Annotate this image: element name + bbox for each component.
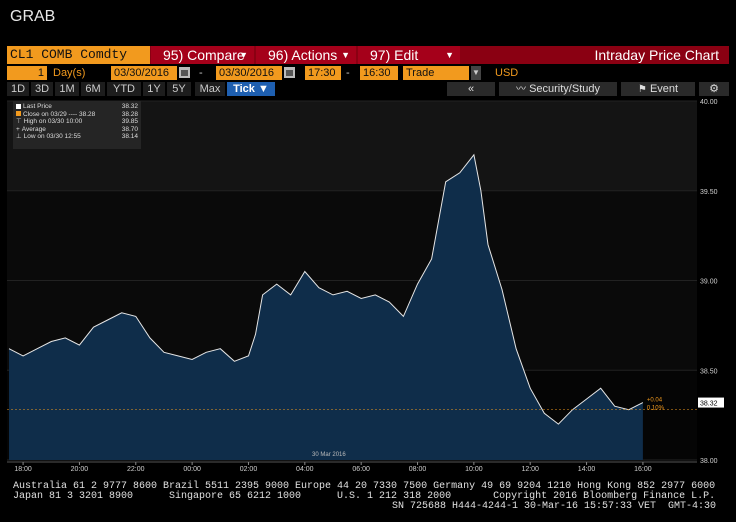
legend-value: 38.28 xyxy=(121,110,138,118)
legend-label: Close on 03/29 ---- 38.28 xyxy=(23,110,96,118)
legend-swatch xyxy=(16,103,21,109)
range-1m-button[interactable]: 1M xyxy=(55,82,79,96)
time-separator: - xyxy=(346,67,350,79)
compare-button[interactable]: 95) Compare ▼ xyxy=(151,46,254,64)
y-tick-label: 39.00 xyxy=(700,279,718,286)
legend-value: 38.14 xyxy=(121,133,138,140)
flag-icon: ⚑ xyxy=(637,84,647,95)
ticker-input[interactable]: CL1 COMB Comdty xyxy=(7,46,150,64)
y-tick-label: 40.00 xyxy=(700,99,718,106)
command-bar: CL1 COMB Comdty 95) Compare ▼ 96) Action… xyxy=(7,46,729,64)
collapse-button[interactable]: « xyxy=(447,82,495,96)
event-button[interactable]: ⚑ Event xyxy=(621,82,695,96)
price-chart-svg: 38.00 38.50 39.00 39.50 40.00 38.32 +0.04 0.10%… xyxy=(7,99,724,473)
range-3d-button[interactable]: 3D xyxy=(31,82,53,96)
edit-button[interactable]: 97) Edit ▼ xyxy=(358,46,460,64)
y-tick-label: 39.50 xyxy=(700,189,718,196)
footer: Australia 61 2 9777 8600 Brazil 5511 239… xyxy=(13,482,716,512)
legend-label: Last Price xyxy=(23,103,52,110)
legend-label: Low on 03/30 12:55 xyxy=(23,133,81,140)
x-tick-label: 00:00 xyxy=(183,466,201,473)
last-price-tag xyxy=(698,397,724,408)
gear-icon: ⚙ xyxy=(709,83,719,95)
x-tick-label: 18:00 xyxy=(14,466,32,473)
edit-label: 97) Edit xyxy=(370,47,419,63)
change-label: +0.04 xyxy=(647,398,663,404)
legend-swatch xyxy=(16,111,21,117)
security-study-label: Security/Study xyxy=(529,83,600,95)
y-tick-label: 38.00 xyxy=(700,458,718,465)
legend-label: Average xyxy=(21,125,46,133)
legend-item: ⊤ High on 03/30 10:00 39.85 xyxy=(16,118,138,126)
chevron-down-icon: ▼ xyxy=(341,50,350,60)
actions-label: 96) Actions xyxy=(268,47,338,63)
calendar-icon[interactable] xyxy=(179,67,190,78)
chevron-down-icon: ▼ xyxy=(445,50,454,60)
range-5y-button[interactable]: 5Y xyxy=(167,82,191,96)
x-tick-label: 06:00 xyxy=(352,466,370,473)
price-line xyxy=(8,153,644,425)
x-tick-label: 14:00 xyxy=(578,466,596,473)
range-ytd-button[interactable]: YTD xyxy=(107,82,141,96)
period-value-input[interactable]: 1 xyxy=(7,66,47,80)
range-max-button[interactable]: Max xyxy=(195,82,225,96)
legend-value: 38.70 xyxy=(121,125,138,133)
change-percent-label: 0.10% xyxy=(647,406,665,412)
average-icon: + xyxy=(16,125,20,133)
calendar-icon[interactable] xyxy=(284,67,295,78)
start-date-input[interactable]: 03/30/2016 xyxy=(111,66,177,80)
range-1d-button[interactable]: 1D xyxy=(7,82,29,96)
x-tick-label: 02:00 xyxy=(240,466,258,473)
x-tick-label: 10:00 xyxy=(465,466,483,473)
compare-label: 95) Compare xyxy=(163,47,245,63)
range-row: 1D 3D 1M 6M YTD 1Y 5Y Max Tick ▼ « 〰 Sec… xyxy=(7,82,729,96)
grab-label: GRAB xyxy=(10,8,56,25)
x-tick-label: 04:00 xyxy=(296,466,314,473)
security-study-button[interactable]: 〰 Security/Study xyxy=(499,82,617,96)
start-time-input[interactable]: 17:30 xyxy=(305,66,341,80)
x-tick-label: 16:00 xyxy=(634,466,652,473)
period-unit-label[interactable]: Day(s) xyxy=(53,67,86,79)
price-area xyxy=(9,154,643,461)
footer-session-line: SN 725688 H444-4244-1 30-Mar-16 15:57:33… xyxy=(392,501,717,512)
legend-item: Last Price 38.32 xyxy=(16,103,138,111)
last-price-label: 38.32 xyxy=(700,401,718,408)
actions-button[interactable]: 96) Actions ▼ xyxy=(256,46,356,64)
chart-line-icon: 〰 xyxy=(516,84,526,95)
end-date-input[interactable]: 03/30/2016 xyxy=(216,66,282,80)
chevron-down-icon: ▼ xyxy=(239,50,248,60)
currency-label[interactable]: USD xyxy=(495,67,519,79)
range-6m-button[interactable]: 6M xyxy=(81,82,105,96)
x-tick-label: 22:00 xyxy=(127,466,145,473)
x-tick-label: 20:00 xyxy=(71,466,89,473)
x-tick-label: 08:00 xyxy=(409,466,427,473)
chevron-down-icon[interactable]: ▼ xyxy=(471,66,481,80)
legend-label: High on 03/30 10:00 xyxy=(23,118,83,125)
legend-value: 38.32 xyxy=(121,103,138,110)
event-label: Event xyxy=(649,83,679,95)
range-1y-button[interactable]: 1Y xyxy=(143,82,165,96)
low-icon: ⊥ xyxy=(16,133,22,140)
high-icon: ⊤ xyxy=(16,118,22,125)
double-chevron-left-icon: « xyxy=(467,83,475,95)
legend-value: 39.85 xyxy=(121,118,138,125)
footer-contacts-line: Australia 61 2 9777 8600 Brazil 5511 239… xyxy=(13,481,716,492)
x-axis-date-label: 30 Mar 2016 xyxy=(312,452,346,458)
legend-item: ⊥ Low on 03/30 12:55 38.14 xyxy=(16,133,138,141)
x-tick-label: 12:00 xyxy=(521,466,539,473)
settings-button[interactable]: ⚙ xyxy=(699,82,729,96)
chart-legend: Last Price 38.32 Close on 03/29 ---- 38.… xyxy=(13,101,141,149)
tick-button[interactable]: Tick ▼ xyxy=(227,82,275,96)
data-type-select[interactable]: Trade xyxy=(403,66,469,80)
price-chart[interactable]: 38.00 38.50 39.00 39.50 40.00 38.32 +0.04 0.10%… xyxy=(7,97,729,479)
date-separator: - xyxy=(199,67,203,79)
y-tick-label: 38.50 xyxy=(700,368,718,375)
end-time-input[interactable]: 16:30 xyxy=(360,66,398,80)
legend-item: Close on 03/29 ---- 38.28 38.28 xyxy=(16,111,138,119)
footer-contacts-line: Japan 81 3 3201 8900 Singapore 65 6212 1… xyxy=(13,491,716,502)
chart-title: Intraday Price Chart xyxy=(594,47,720,63)
legend-item: + Average 38.70 xyxy=(16,126,138,134)
